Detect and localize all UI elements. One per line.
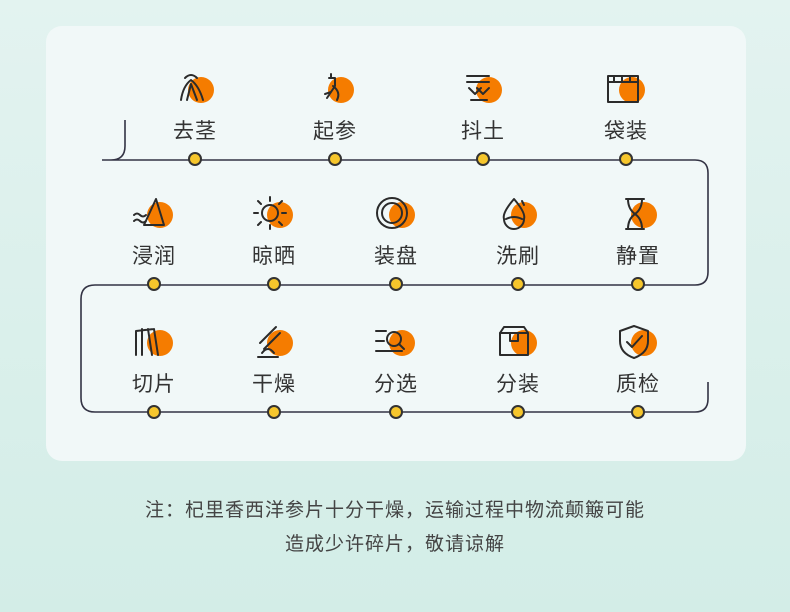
step-dot [188,152,202,166]
step-label: 浸润 [132,244,176,268]
bag-icon [607,75,645,103]
soak-icon [133,198,173,228]
step-label: 洗刷 [496,244,540,268]
step-dot [631,405,645,419]
hourglass-icon [625,198,657,230]
step-dot [511,277,525,291]
step-label: 抖土 [461,119,505,143]
step-label: 切片 [132,372,176,396]
step-label: 干燥 [252,372,296,396]
step-dot [631,277,645,291]
slices-icon [135,328,173,356]
step-label: 晾晒 [252,244,296,268]
note-line-2: 造成少许碎片，敬请谅解 [284,533,505,555]
step-dot [619,152,633,166]
water-drop-icon [502,198,537,230]
root-icon [180,74,214,103]
step-label: 装盘 [374,244,418,268]
sun-icon [253,196,293,230]
step-label: 起参 [313,119,357,143]
step-dot [389,405,403,419]
step-dot [267,277,281,291]
step-dot [389,277,403,291]
step-dot [328,152,342,166]
ginseng-icon [324,73,354,103]
note: 注：杞里香西洋参片十分干燥，运输过程中物流颠簸可能 造成少许碎片，敬请谅解 [0,493,790,561]
shield-check-icon [619,325,657,359]
step-label: 袋装 [604,119,648,143]
step-label: 分装 [496,372,540,396]
step-label: 去茎 [173,119,217,143]
sort-search-icon [375,330,415,356]
step-dot [511,405,525,419]
note-line-1: 注：杞里香西洋参片十分干燥，运输过程中物流颠簸可能 [144,499,645,521]
step-dot [147,277,161,291]
plate-icon [376,197,415,229]
step-label: 分选 [374,372,418,396]
dry-icon [257,326,293,358]
shake-soil-icon [466,75,502,103]
step-label: 静置 [616,244,660,268]
step-label: 质检 [616,372,660,396]
step-dot [267,405,281,419]
step-dot [147,405,161,419]
step-dot [476,152,490,166]
box-icon [499,326,537,356]
